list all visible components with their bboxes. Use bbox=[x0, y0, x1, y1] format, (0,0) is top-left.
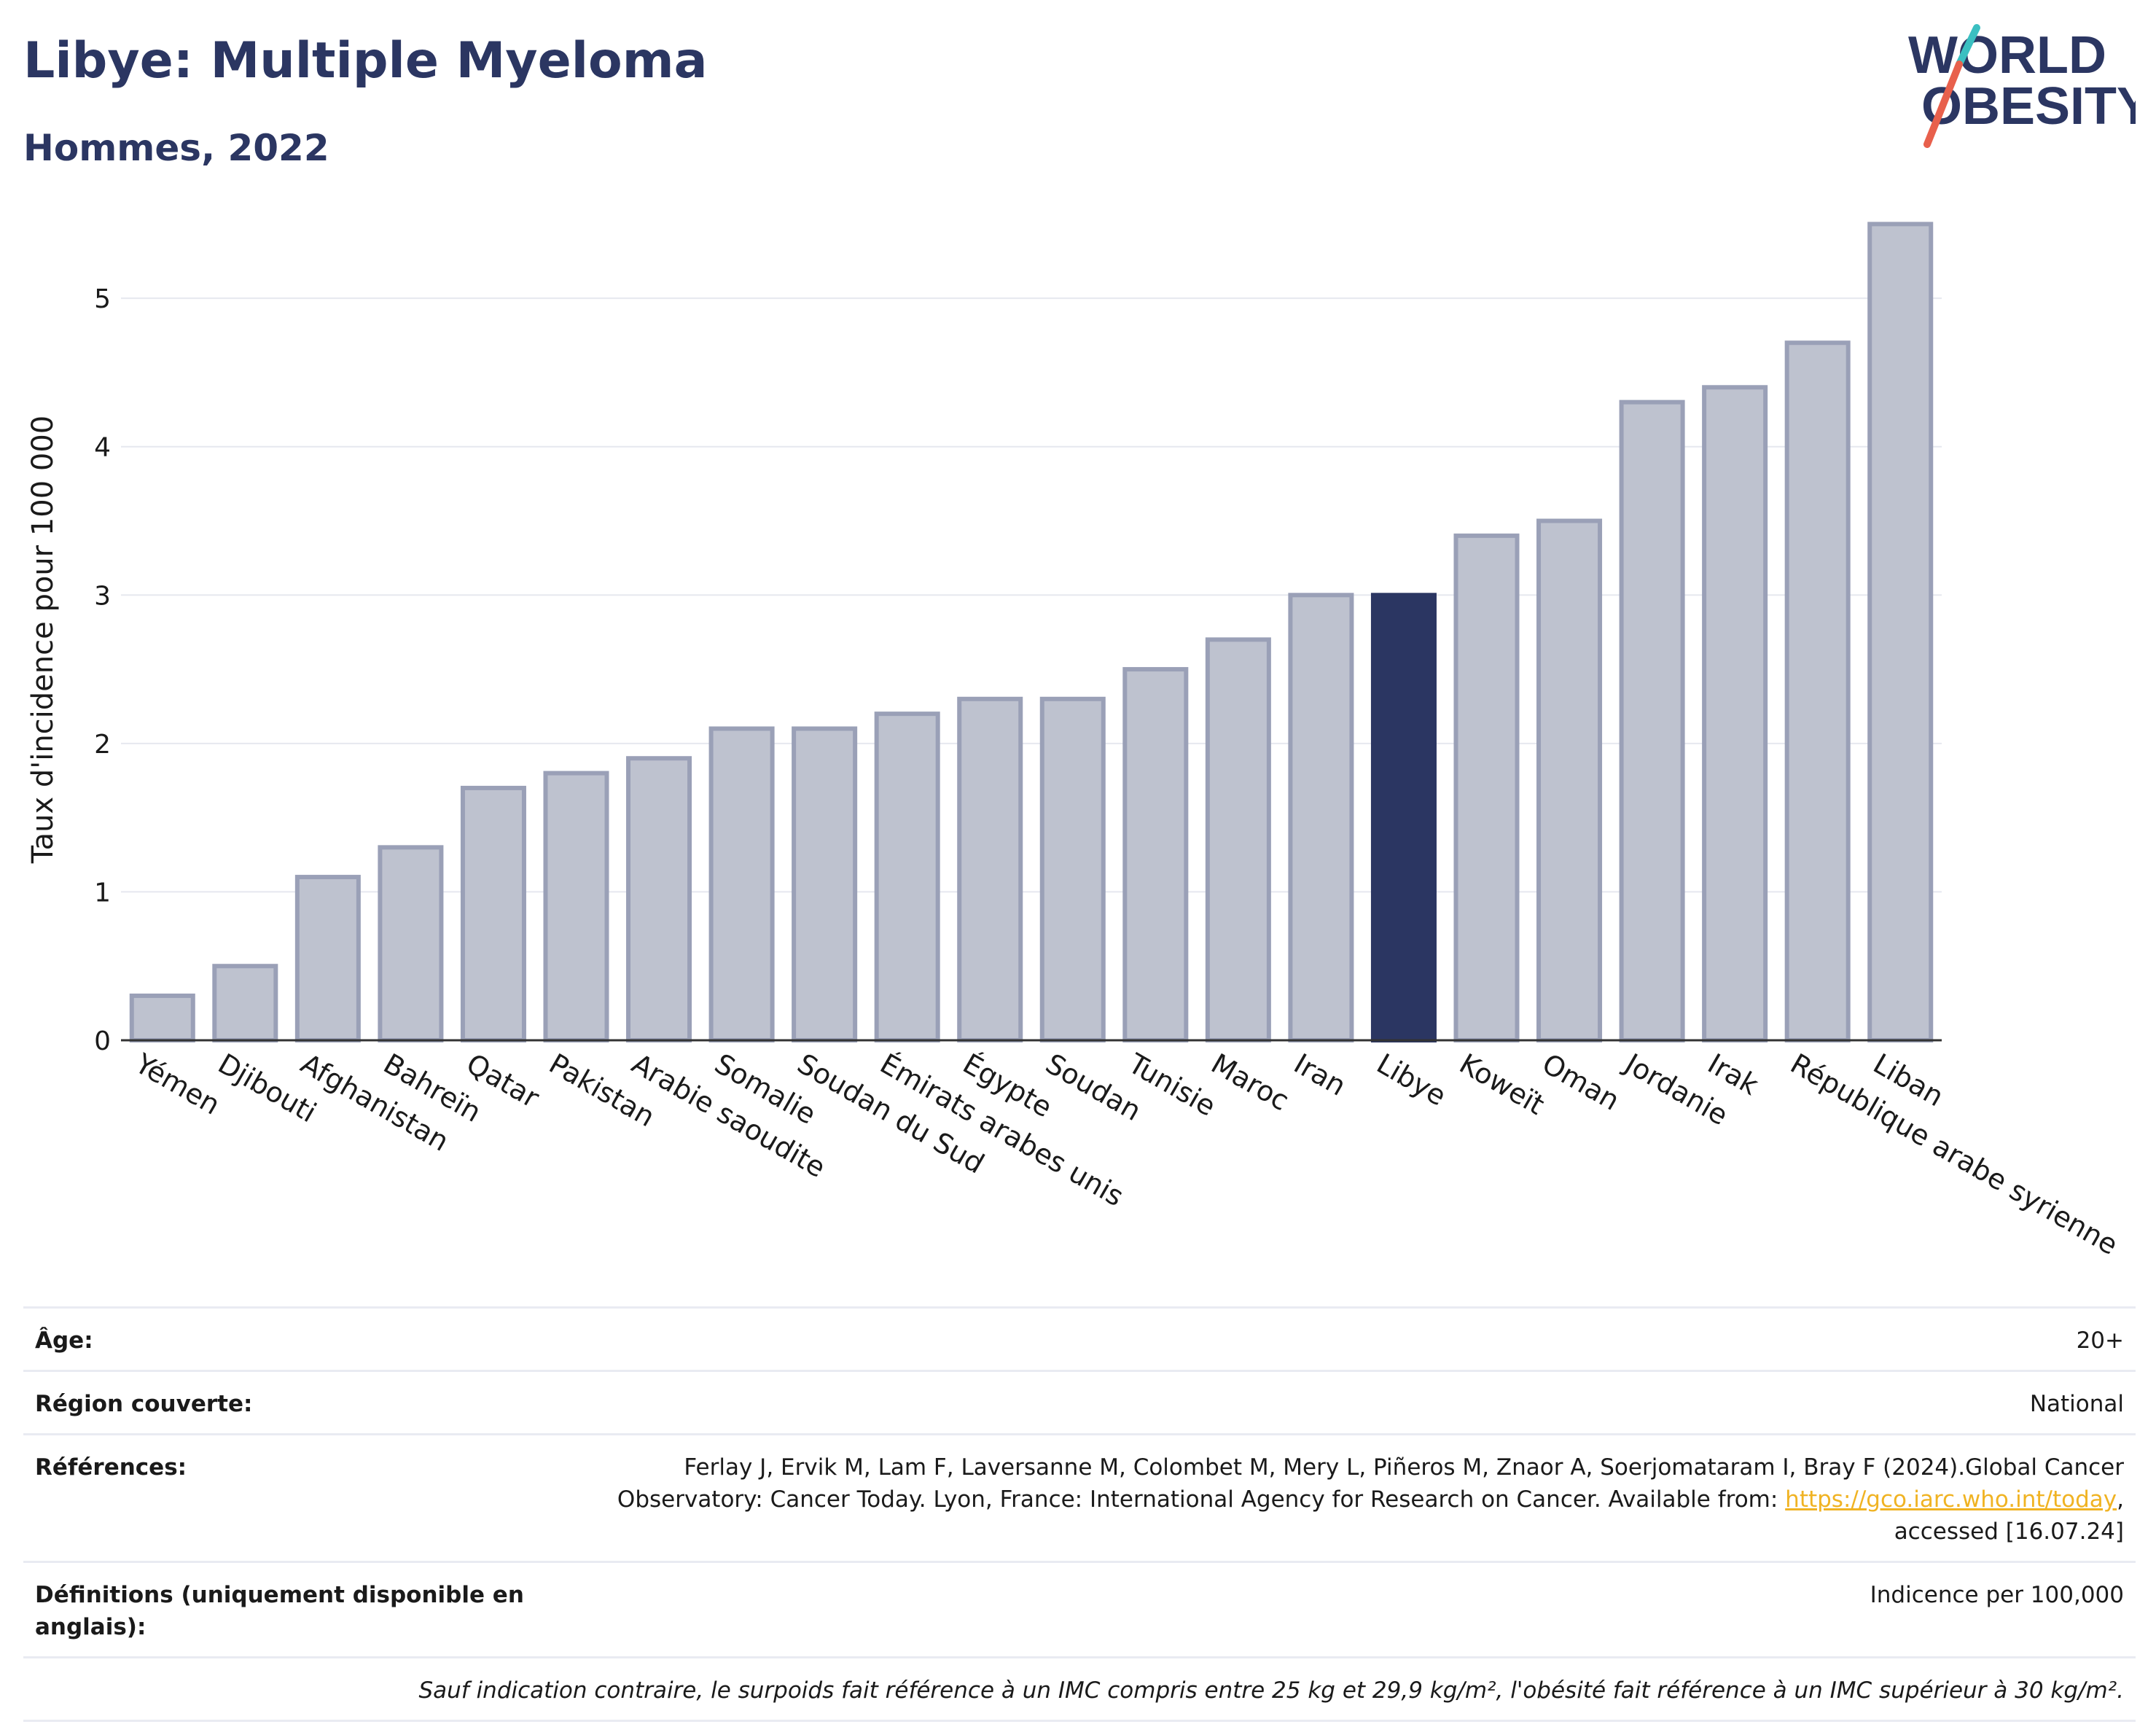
x-tick-label: Libye bbox=[1371, 1048, 1451, 1112]
logo-slash-red bbox=[1923, 61, 1963, 148]
bar-irak bbox=[1702, 385, 1768, 1042]
y-tick-label: 4 bbox=[94, 433, 111, 463]
info-row-age: Âge: 20+ bbox=[23, 1306, 2136, 1370]
age-value: 20+ bbox=[2076, 1327, 2124, 1354]
definitions-label: Définitions (uniquement disponible en an… bbox=[35, 1582, 524, 1640]
world-obesity-logo: WORLD OBESITY bbox=[1908, 24, 2136, 148]
y-tick-label: 5 bbox=[94, 284, 111, 314]
bar-yémen bbox=[129, 993, 195, 1043]
references-value: Ferlay J, Ervik M, Lam F, Laversanne M, … bbox=[550, 1451, 2124, 1548]
bar-somalie bbox=[708, 726, 775, 1042]
info-row-definitions: Définitions (uniquement disponible en an… bbox=[23, 1561, 2136, 1656]
references-link[interactable]: https://gco.iarc.who.int/today bbox=[1785, 1486, 2117, 1513]
y-tick-label: 2 bbox=[94, 730, 111, 760]
x-tick-label: Oman bbox=[1537, 1048, 1625, 1117]
bars bbox=[129, 222, 1934, 1043]
info-row-note: Sauf indication contraire, le surpoids f… bbox=[23, 1656, 2136, 1722]
x-tick-label: Iran bbox=[1289, 1048, 1351, 1102]
x-tick-label: République arabe syrienne bbox=[1785, 1048, 2123, 1261]
y-tick-label: 3 bbox=[94, 581, 111, 611]
bar-maroc bbox=[1205, 637, 1271, 1042]
info-row-region: Région couverte: National bbox=[23, 1370, 2136, 1433]
x-tick-labels: YémenDjiboutiAfghanistanBahreïnQatarPaki… bbox=[129, 1047, 2123, 1261]
logo-slash-teal bbox=[1956, 24, 1980, 68]
y-tick-label: 0 bbox=[94, 1026, 111, 1056]
references-label: Références: bbox=[35, 1454, 187, 1481]
bar-émirats-arabes-unis bbox=[874, 711, 940, 1043]
bar-oman bbox=[1536, 518, 1603, 1042]
bar-liban bbox=[1867, 222, 1934, 1042]
definitions-value: Indicence per 100,000 bbox=[1870, 1582, 2124, 1608]
y-axis-label: Taux d'incidence pour 100 000 bbox=[26, 416, 60, 864]
page-subtitle: Hommes, 2022 bbox=[23, 127, 329, 169]
references-text: Ferlay J, Ervik M, Lam F, Laversanne M, … bbox=[617, 1454, 2124, 1513]
region-label: Région couverte: bbox=[35, 1391, 253, 1417]
bar-afghanistan bbox=[294, 875, 361, 1042]
bar-république-arabe-syrienne bbox=[1784, 340, 1851, 1042]
bar-soudan-du-sud bbox=[792, 726, 858, 1042]
bar-djibouti bbox=[212, 964, 278, 1042]
info-table: Âge: 20+ Région couverte: National Référ… bbox=[23, 1306, 2136, 1722]
y-tick-label: 1 bbox=[94, 878, 111, 908]
bar-qatar bbox=[460, 785, 526, 1043]
x-tick-label: Soudan bbox=[1040, 1048, 1147, 1128]
page-title: Libye: Multiple Myeloma bbox=[23, 32, 708, 90]
logo-line1: WORLD bbox=[1908, 26, 2106, 85]
references-suffix: , accessed [16.07.24] bbox=[1894, 1486, 2124, 1545]
bar-pakistan bbox=[543, 771, 609, 1042]
age-label: Âge: bbox=[35, 1327, 93, 1354]
info-row-references: Références: Ferlay J, Ervik M, Lam F, La… bbox=[23, 1433, 2136, 1561]
region-value: National bbox=[2029, 1391, 2124, 1417]
bar-koweït bbox=[1453, 533, 1520, 1042]
footnote: Sauf indication contraire, le surpoids f… bbox=[418, 1677, 2124, 1704]
bar-égypte bbox=[957, 696, 1023, 1042]
bar-tunisie bbox=[1122, 667, 1189, 1042]
x-tick-label: Maroc bbox=[1206, 1048, 1294, 1118]
bar-arabie-saoudite bbox=[626, 756, 692, 1042]
bar-chart: 0 1 2 3 4 5 YémenDjiboutiAfghanistanBahreïnQa… bbox=[26, 222, 2123, 1261]
x-tick-label: Yémen bbox=[129, 1047, 225, 1121]
bar-iran bbox=[1288, 593, 1354, 1042]
x-tick-label: Koweït bbox=[1454, 1048, 1550, 1121]
y-tick-labels: 0 1 2 3 4 5 bbox=[94, 284, 111, 1056]
logo-line2: OBESITY bbox=[1921, 77, 2136, 136]
bar-libye bbox=[1370, 593, 1437, 1042]
bar-bahreïn bbox=[378, 845, 444, 1043]
bar-soudan bbox=[1039, 696, 1106, 1042]
bar-jordanie bbox=[1619, 399, 1685, 1042]
